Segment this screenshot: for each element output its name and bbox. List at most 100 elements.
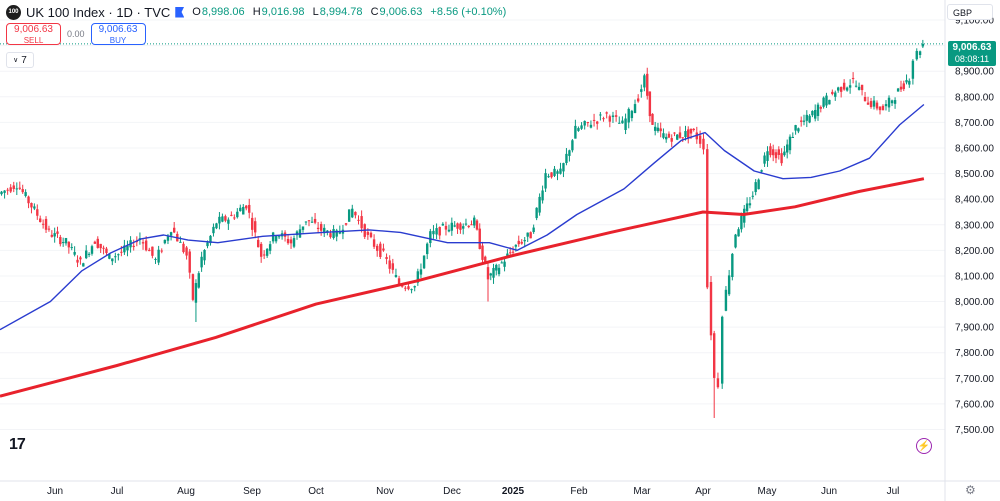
candle-body: [774, 152, 778, 159]
candle-body: [332, 229, 335, 239]
candle-body: [444, 225, 448, 230]
candle-body: [369, 232, 373, 238]
candle-body: [678, 132, 682, 138]
candle-body: [382, 248, 385, 251]
candle-body: [120, 251, 123, 253]
candle-body: [157, 249, 160, 263]
x-tick-label: Feb: [570, 486, 588, 497]
candle-body: [529, 232, 532, 239]
candle-body: [740, 215, 743, 230]
candle-body: [53, 233, 56, 237]
candle-body: [845, 87, 849, 91]
candle-body: [731, 253, 734, 278]
candle-body: [571, 140, 574, 151]
candle-body: [828, 99, 831, 105]
candle-body: [154, 258, 157, 260]
indicators-count: 7: [21, 54, 27, 66]
candle-body: [805, 114, 808, 121]
candle-body: [227, 219, 230, 224]
currency-selector[interactable]: GBP: [947, 4, 993, 20]
y-tick-label: 8,800.00: [955, 92, 994, 103]
candle-body: [509, 252, 512, 254]
buy-price: 9,006.63: [98, 24, 138, 35]
candle-body: [450, 222, 454, 231]
candle-body: [182, 243, 185, 253]
candle-body: [506, 253, 509, 257]
candle-body: [808, 115, 811, 123]
ohlc-values: O8,998.06 H9,016.98 L8,994.78 C9,006.63 …: [192, 6, 511, 18]
sell-button[interactable]: 9,006.63 SELL: [6, 23, 61, 45]
candle-body: [242, 206, 245, 215]
candle-body: [319, 224, 323, 231]
candle-body: [429, 231, 432, 244]
symbol-title[interactable]: UK 100 Index · 1D · TVC: [26, 4, 171, 20]
candle-body: [388, 260, 391, 269]
sell-price: 9,006.63: [14, 24, 53, 35]
x-tick-label: Nov: [376, 486, 394, 497]
candle-body: [866, 102, 870, 105]
candle-body: [550, 172, 553, 178]
candle-body: [230, 214, 233, 216]
candle-body: [905, 80, 908, 83]
candle-body: [251, 217, 254, 230]
candle-body: [114, 256, 117, 258]
candle-body: [633, 104, 637, 114]
candle-body: [432, 230, 435, 235]
open-value: 8,998.06: [201, 6, 245, 18]
candle-body: [662, 133, 665, 138]
candle-body: [435, 228, 438, 235]
candle-body: [185, 247, 188, 256]
candle-body: [67, 241, 71, 248]
candle-body: [96, 238, 99, 248]
low-key: L: [312, 6, 319, 18]
x-tick-label: Jul: [111, 486, 124, 497]
candle-body: [602, 118, 605, 120]
trade-buttons: 9,006.63 SELL 0.00 9,006.63 BUY: [6, 23, 146, 45]
candle-body: [863, 96, 867, 102]
candle-body: [580, 125, 583, 129]
candle-body: [811, 110, 814, 116]
high-key: H: [252, 6, 261, 18]
candle-body: [179, 241, 182, 243]
last-price-tag: 9,006.63 08:08:11: [948, 41, 996, 66]
candle-body: [470, 224, 473, 226]
x-tick-label: Aug: [177, 486, 195, 497]
candle-body: [64, 237, 68, 244]
candle-body: [301, 226, 305, 230]
candle-body: [562, 163, 565, 172]
x-tick-label: Dec: [443, 486, 461, 497]
candle-body: [643, 75, 646, 88]
candle-body: [887, 97, 891, 108]
flag-icon[interactable]: [175, 6, 185, 18]
candle-body: [354, 211, 357, 216]
candle-body: [596, 121, 599, 124]
candle-body: [194, 283, 198, 303]
candle-body: [911, 60, 915, 79]
change-value: +8.56 (+0.10%): [430, 6, 507, 18]
candle-body: [36, 209, 39, 216]
candle-body: [39, 218, 42, 222]
candle-body: [837, 87, 840, 91]
lightning-icon[interactable]: ⚡: [916, 438, 932, 454]
candle-body: [500, 262, 503, 264]
candle-body: [323, 227, 326, 234]
candle-body: [79, 257, 82, 260]
buy-button[interactable]: 9,006.63 BUY: [90, 23, 146, 45]
candle-body: [24, 192, 27, 197]
buy-label: BUY: [109, 36, 127, 45]
candle-body: [397, 278, 401, 285]
candle-body: [702, 138, 705, 150]
last-price-value: 9,006.63: [952, 42, 992, 53]
tradingview-logo-icon[interactable]: 17: [9, 436, 26, 453]
candle-body: [692, 128, 695, 131]
indicators-toggle-button[interactable]: ∨ 7: [6, 52, 34, 68]
x-tick-label: Apr: [695, 486, 711, 497]
candle-body: [351, 208, 354, 218]
candle-body: [608, 116, 612, 122]
candle-body: [209, 235, 212, 244]
gear-icon[interactable]: ⚙: [965, 483, 976, 497]
candle-body: [918, 51, 922, 55]
candle-body: [523, 240, 526, 242]
candle-body: [526, 232, 529, 237]
